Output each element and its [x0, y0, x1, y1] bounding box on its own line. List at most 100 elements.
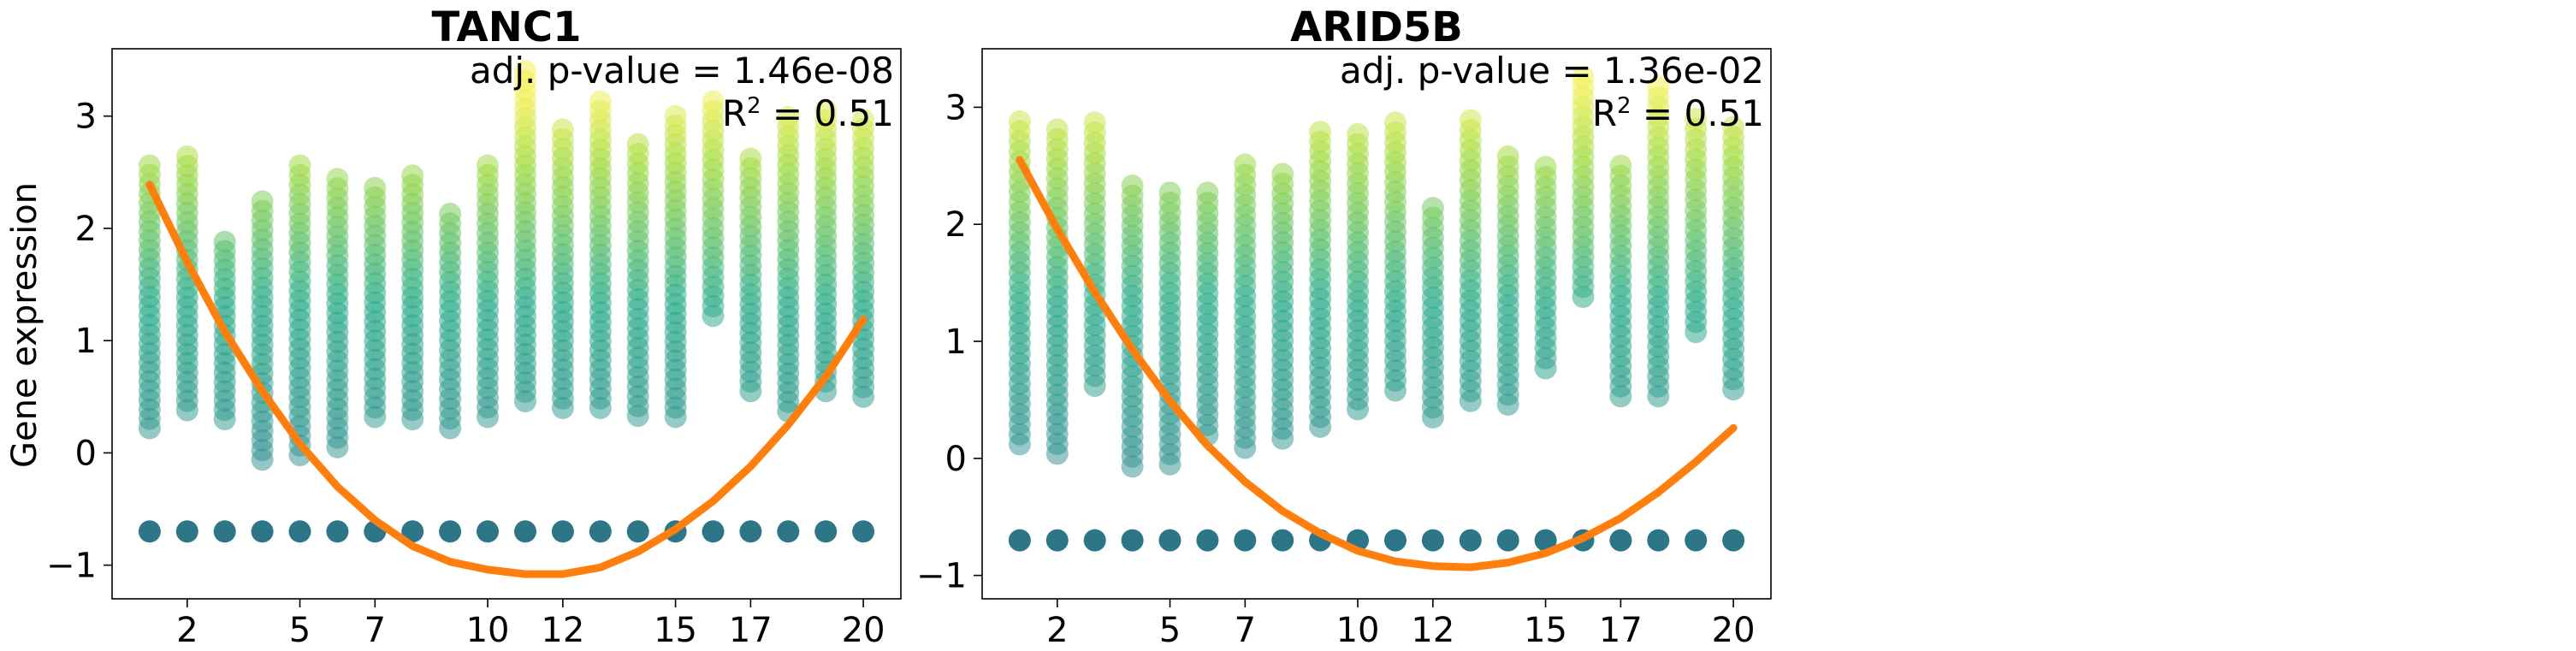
y-tick-label: 0 — [945, 440, 967, 479]
zero-expression-point — [175, 520, 198, 543]
y-tick-label: 1 — [75, 322, 97, 361]
data-point — [1347, 122, 1369, 145]
axes-frame — [111, 48, 902, 600]
r-squared-symbol: R — [722, 92, 747, 134]
data-point — [213, 230, 236, 253]
point-group-5 — [288, 154, 311, 543]
point-group-3 — [213, 230, 236, 543]
point-group-2 — [175, 145, 198, 543]
zero-expression-point — [1045, 529, 1069, 552]
y-axis: −1 0 1 2 3 — [46, 98, 112, 586]
y-axis: −1 0 1 2 3 — [916, 88, 982, 596]
data-point — [739, 147, 762, 170]
point-group-18 — [777, 106, 800, 543]
zero-expression-point — [288, 520, 311, 543]
point-group-19 — [814, 99, 838, 543]
x-tick-label: 10 — [1336, 611, 1380, 650]
point-group-8 — [1271, 163, 1294, 552]
y-tick-label: 3 — [75, 98, 97, 137]
y-tick-label: −1 — [46, 547, 97, 586]
zero-expression-point — [739, 520, 762, 543]
zero-expression-point — [852, 520, 875, 543]
r-squared-symbol: R — [1592, 92, 1617, 134]
zero-expression-point — [326, 520, 349, 543]
point-group-1 — [138, 154, 161, 543]
data-point — [364, 176, 387, 199]
zero-expression-point — [1459, 529, 1482, 552]
p-value-annotation: adj. p-value = 1.36e-02 — [1340, 50, 1764, 92]
point-group-8 — [401, 164, 424, 543]
point-group-12 — [1421, 197, 1444, 552]
data-point — [401, 164, 424, 187]
x-axis: 2 5 7 10 12 15 17 20 — [176, 599, 885, 650]
zero-expression-point — [1158, 529, 1181, 552]
zero-expression-point — [1609, 529, 1632, 552]
point-group-5 — [1158, 181, 1181, 552]
data-point — [514, 60, 536, 83]
data-point — [664, 104, 687, 127]
y-tick-label: 0 — [75, 434, 97, 473]
point-group-1 — [1008, 109, 1031, 552]
point-group-19 — [1685, 108, 1708, 552]
zero-expression-point — [1083, 529, 1106, 552]
zero-expression-point — [551, 520, 574, 543]
x-tick-label: 12 — [1411, 611, 1454, 650]
x-tick-label: 15 — [654, 611, 697, 650]
point-group-7 — [364, 176, 387, 543]
x-axis: 2 5 7 10 12 15 17 20 — [1046, 599, 1756, 650]
point-group-10 — [1347, 122, 1369, 552]
zero-expression-point — [477, 520, 499, 543]
zero-expression-point — [1421, 529, 1444, 552]
point-group-7 — [1234, 153, 1257, 552]
data-point — [1083, 111, 1106, 134]
data-point — [1271, 163, 1294, 186]
x-tick-label: 17 — [1599, 611, 1643, 650]
y-tick-label: 2 — [945, 205, 967, 245]
data-point — [1722, 115, 1745, 139]
zero-expression-point — [1722, 529, 1745, 552]
y-tick-label: 2 — [75, 210, 97, 249]
x-tick-label: 7 — [1235, 611, 1256, 650]
zero-expression-point — [1384, 529, 1406, 552]
point-group-20 — [852, 108, 875, 543]
y-tick-label: −1 — [916, 557, 967, 596]
data-point — [1647, 76, 1670, 99]
data-point — [551, 118, 574, 141]
point-group-16 — [702, 90, 725, 543]
data-point — [1534, 156, 1557, 179]
r-squared-superscript: 2 — [747, 93, 761, 119]
chart-title: TANC1 — [432, 3, 582, 51]
data-point — [1234, 153, 1257, 176]
data-point — [1496, 145, 1519, 168]
data-point — [1309, 121, 1332, 144]
data-point — [1045, 118, 1069, 141]
x-tick-label: 2 — [176, 611, 198, 650]
point-group-10 — [477, 154, 499, 543]
zero-expression-point — [401, 520, 424, 543]
data-point — [477, 154, 499, 177]
data-point — [626, 133, 649, 156]
point-group-6 — [326, 168, 349, 543]
data-point — [1196, 181, 1219, 204]
zero-expression-point — [439, 520, 462, 543]
axes-frame — [981, 48, 1772, 600]
data-point — [852, 108, 875, 131]
data-point — [589, 90, 612, 113]
zero-expression-point — [213, 520, 236, 543]
zero-expression-point — [1685, 529, 1708, 552]
point-group-11 — [1384, 111, 1406, 552]
data-point — [1121, 175, 1144, 198]
zero-expression-point — [251, 520, 274, 543]
chart-title: ARID5B — [1290, 3, 1463, 51]
point-group-17 — [1609, 154, 1632, 552]
point-group-17 — [739, 147, 762, 543]
point-group-6 — [1196, 181, 1219, 552]
zero-expression-point — [1647, 529, 1670, 552]
point-group-9 — [439, 202, 462, 543]
point-group-12 — [551, 118, 574, 543]
point-group-11 — [514, 60, 536, 543]
plot-area — [138, 60, 875, 578]
zero-expression-point — [814, 520, 838, 543]
